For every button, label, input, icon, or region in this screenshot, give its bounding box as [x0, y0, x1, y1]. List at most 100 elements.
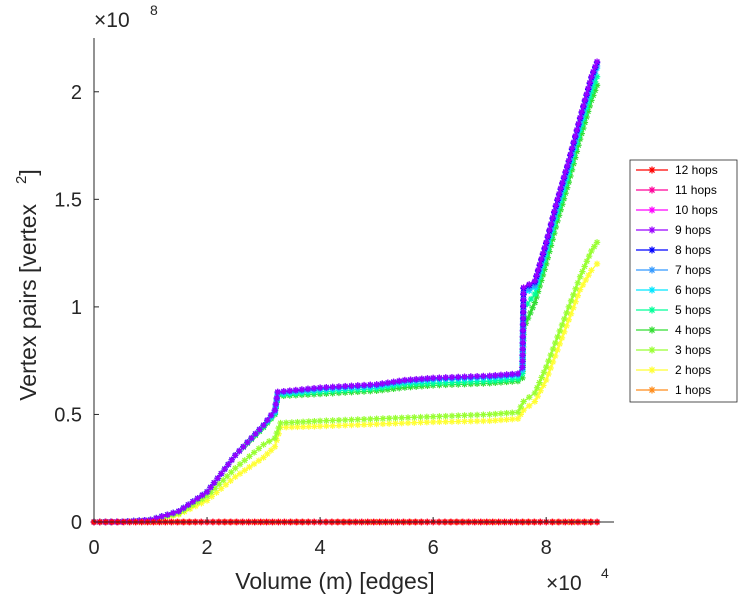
data-point [527, 295, 535, 303]
data-point [244, 439, 251, 446]
data-point [572, 285, 579, 293]
data-point [436, 374, 443, 381]
legend-item-2-hops: 2 hops [636, 363, 711, 377]
data-point [552, 202, 560, 209]
data-point [538, 374, 545, 381]
data-point [559, 179, 566, 186]
data-point [519, 345, 526, 352]
data-point [547, 220, 555, 228]
data-point [288, 419, 296, 426]
data-point [442, 374, 449, 381]
data-point [282, 419, 290, 426]
data-point [224, 473, 231, 480]
legend-marker [648, 346, 656, 354]
data-point [189, 498, 197, 505]
data-point [560, 174, 568, 181]
data-point [533, 272, 540, 279]
data-point [540, 382, 547, 389]
data-point [455, 418, 462, 425]
data-point [211, 484, 219, 492]
data-point [272, 400, 280, 408]
legend-marker [648, 306, 656, 314]
data-point [236, 470, 244, 477]
legend-item-10-hops: 10 hops [636, 203, 718, 217]
data-point [323, 383, 330, 391]
data-point [593, 58, 601, 65]
data-point [385, 420, 393, 427]
data-point [497, 410, 505, 417]
x-tick-label: 0 [88, 537, 99, 559]
data-point [554, 346, 561, 354]
legend-label: 8 hops [675, 243, 711, 257]
legend-marker [648, 286, 656, 294]
legend-label: 2 hops [675, 363, 711, 377]
data-point [575, 120, 582, 127]
data-point [585, 271, 592, 279]
data-point [509, 415, 516, 423]
data-point [232, 473, 239, 481]
data-point [503, 416, 510, 423]
data-point [520, 308, 527, 316]
data-point [379, 415, 387, 422]
data-point [582, 276, 589, 284]
data-point [531, 389, 539, 397]
data-point [561, 328, 568, 336]
legend-label: 1 hops [675, 383, 711, 397]
data-point [294, 418, 301, 426]
data-point [480, 411, 487, 418]
data-point [448, 418, 456, 425]
legend-label: 7 hops [675, 263, 711, 277]
data-point [585, 252, 593, 260]
data-point [194, 495, 201, 502]
legend-item-12-hops: 12 hops [636, 163, 718, 177]
data-point [580, 102, 587, 110]
data-point [558, 321, 566, 329]
data-point [329, 417, 336, 424]
data-point [255, 445, 263, 452]
data-point [417, 419, 424, 426]
y-tick-label: 2 [71, 82, 82, 104]
data-point [473, 373, 481, 380]
plot-area: 0 2 4 6 8 0 0.5 1 1.5 2 [54, 38, 614, 559]
y-axis-label-group: Vertex pairs [vertex 2] [13, 169, 41, 401]
data-point [180, 504, 187, 512]
y-axis-label-superscript: 2 [13, 176, 30, 184]
data-point [563, 309, 570, 317]
legend-item-7-hops: 7 hops [636, 263, 711, 277]
data-point [271, 406, 279, 414]
legend-label: 6 hops [675, 283, 711, 297]
data-point [411, 419, 418, 426]
legend-label: 10 hops [675, 203, 718, 217]
data-point [241, 467, 248, 474]
data-point [385, 415, 393, 422]
data-point [246, 463, 253, 471]
legend-label: 4 hops [675, 323, 711, 337]
y-multiplier: ×10 [94, 9, 130, 32]
data-point [248, 434, 255, 442]
data-point [467, 373, 475, 380]
data-point [417, 413, 424, 421]
data-point [492, 372, 499, 379]
data-point [282, 423, 290, 431]
data-point [567, 151, 574, 158]
data-point [473, 417, 481, 425]
data-point [354, 421, 361, 429]
data-point [215, 481, 223, 488]
legend-marker [648, 246, 656, 254]
data-point [584, 85, 592, 92]
data-point [252, 430, 259, 438]
data-point [207, 484, 214, 491]
data-point [588, 267, 595, 274]
y-axis-label-close: ] [15, 169, 41, 175]
data-point [554, 196, 561, 203]
data-point [228, 469, 235, 476]
series-9-hops [90, 58, 601, 526]
y-axis-label: Vertex pairs [vertex 2] [13, 169, 41, 401]
data-point [323, 422, 330, 430]
data-point [519, 363, 526, 371]
data-point [280, 388, 287, 395]
data-point [384, 379, 392, 386]
data-point [379, 380, 386, 387]
ticks-layer: 0 2 4 6 8 0 0.5 1 1.5 2 [54, 82, 552, 559]
data-point [526, 402, 533, 410]
